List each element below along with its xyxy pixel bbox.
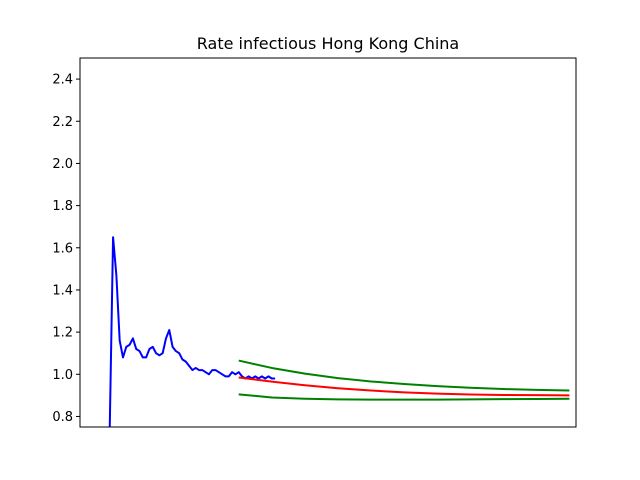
plot-frame [79, 57, 577, 428]
y-tick-label: 1.2 [52, 326, 73, 341]
chart-title: Rate infectious Hong Kong China [197, 34, 459, 53]
forecast-line [238, 376, 570, 397]
y-axis: 0.8 1.0 1.2 1.4 1.6 1.8 2.0 2.2 2.4 [52, 73, 80, 425]
series-layer [108, 236, 570, 427]
upper-bound-line [238, 359, 570, 392]
y-tick-label: 0.8 [52, 410, 73, 425]
y-tick-label: 1.0 [52, 368, 73, 383]
y-tick-label: 1.8 [52, 199, 73, 214]
lower-bound-line [238, 393, 570, 401]
observed-line [108, 236, 276, 427]
y-tick-label: 2.0 [52, 157, 73, 172]
y-tick-label: 2.4 [52, 73, 73, 88]
y-tick-label: 1.4 [52, 283, 73, 298]
y-tick-label: 1.6 [52, 241, 73, 256]
y-tick-label: 2.2 [52, 115, 73, 130]
